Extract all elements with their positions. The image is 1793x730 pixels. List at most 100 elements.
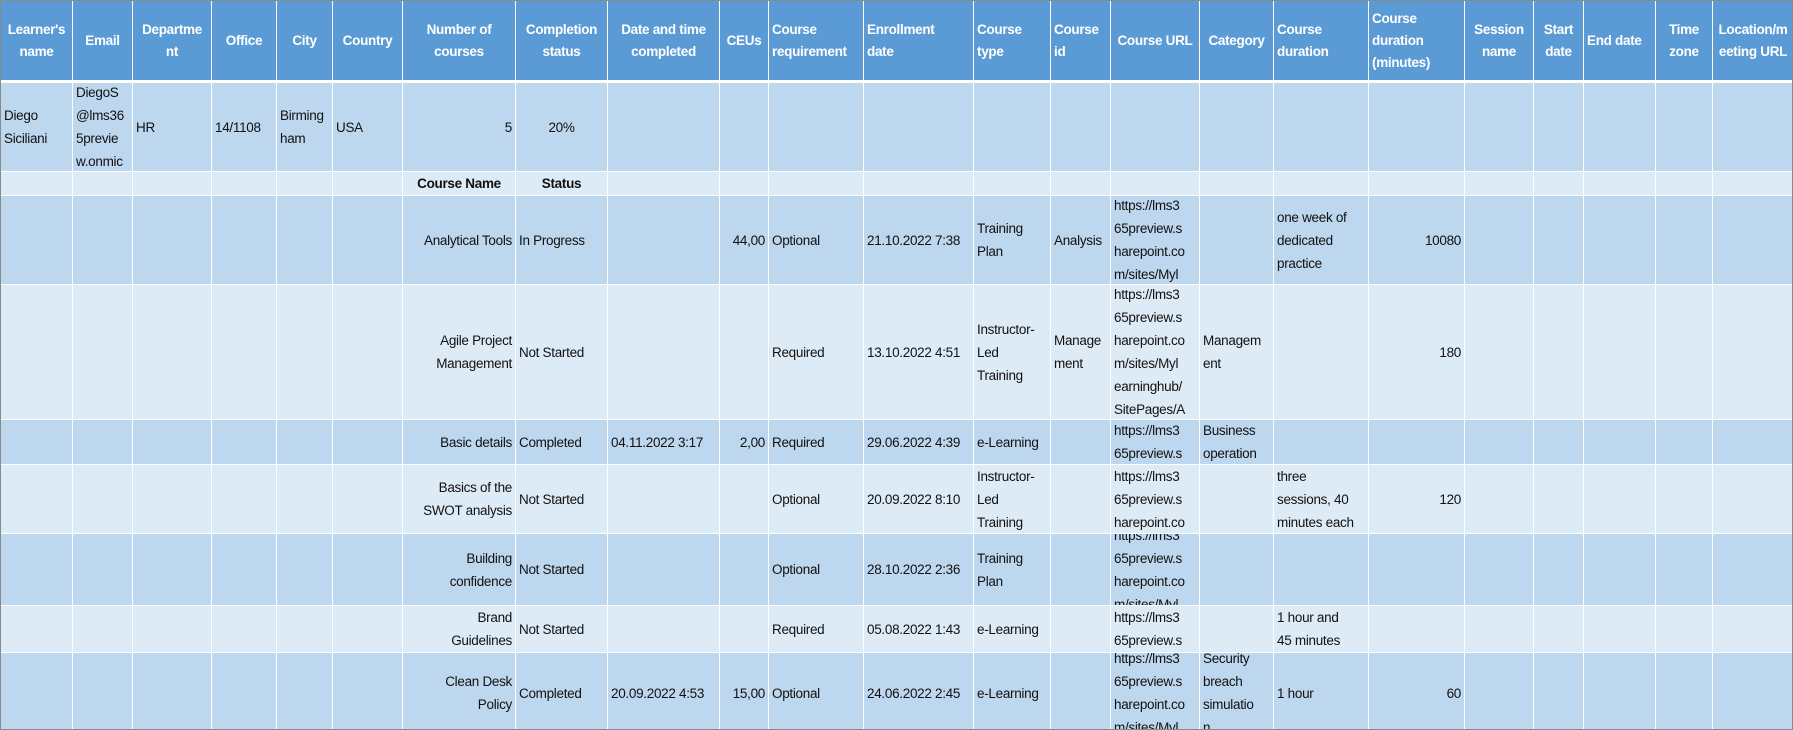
subheader-cell: [608, 172, 719, 195]
course-cell: Basics of the SWOT analysis: [403, 465, 515, 533]
column-header: CEUs: [720, 1, 768, 82]
course-cell: 29.06.2022 4:39: [864, 420, 973, 464]
course-cell: [277, 465, 332, 533]
column-header: Start date: [1534, 1, 1583, 82]
course-cell: 120: [1369, 465, 1464, 533]
subheader-cell: [133, 172, 211, 195]
subheader-cell: [720, 172, 768, 195]
course-cell: [1713, 420, 1792, 464]
course-cell: [1, 196, 72, 284]
column-header: Course URL: [1111, 1, 1199, 82]
course-cell: [333, 465, 402, 533]
course-cell: Instructor- Led Training: [974, 285, 1050, 419]
course-cell: [1051, 420, 1110, 464]
learner-cell: [974, 83, 1050, 171]
subheader-cell: [1656, 172, 1712, 195]
course-cell: [1656, 534, 1712, 605]
column-header: Email: [73, 1, 132, 82]
course-cell: [133, 196, 211, 284]
course-cell: [1, 534, 72, 605]
learner-cell: DiegoS @lms36 5previe w.onmic: [73, 83, 132, 171]
subheader-cell: [1274, 172, 1368, 195]
course-cell: [1051, 606, 1110, 652]
learner-cell: 20%: [516, 83, 607, 171]
course-cell: [1200, 606, 1273, 652]
course-cell: https://lms3 65preview.s harepoint.co m/…: [1111, 534, 1199, 605]
course-cell: [1274, 534, 1368, 605]
course-cell: [1465, 420, 1533, 464]
course-cell: Analysis: [1051, 196, 1110, 284]
learner-cell: [1111, 83, 1199, 171]
course-cell: In Progress: [516, 196, 607, 284]
course-cell: Clean Desk Policy: [403, 653, 515, 729]
course-cell: Building confidence: [403, 534, 515, 605]
course-cell: three sessions, 40 minutes each: [1274, 465, 1368, 533]
course-cell: 60: [1369, 653, 1464, 729]
course-cell: [1, 653, 72, 729]
learner-cell: [720, 83, 768, 171]
course-cell: Not Started: [516, 534, 607, 605]
course-cell: [1584, 606, 1655, 652]
course-cell: [277, 653, 332, 729]
course-cell: Manage ment: [1051, 285, 1110, 419]
course-cell: [133, 653, 211, 729]
course-cell: [212, 465, 276, 533]
course-cell: [1369, 606, 1464, 652]
course-cell: [1200, 196, 1273, 284]
learner-cell: [1713, 83, 1792, 171]
column-header: Office: [212, 1, 276, 82]
column-header: Location/m eeting URL: [1713, 1, 1792, 82]
column-header: Number of courses: [403, 1, 515, 82]
learner-cell: [1465, 83, 1533, 171]
course-cell: 1 hour: [1274, 653, 1368, 729]
course-cell: [1713, 606, 1792, 652]
course-cell: https://lms3 65preview.s: [1111, 606, 1199, 652]
course-cell: [1584, 465, 1655, 533]
course-cell: 180: [1369, 285, 1464, 419]
course-cell: Required: [769, 420, 863, 464]
column-header: City: [277, 1, 332, 82]
course-cell: [720, 465, 768, 533]
course-cell: 04.11.2022 3:17: [608, 420, 719, 464]
course-cell: 24.06.2022 2:45: [864, 653, 973, 729]
course-cell: [1584, 285, 1655, 419]
course-cell: [1656, 196, 1712, 284]
course-cell: Agile Project Management: [403, 285, 515, 419]
course-cell: Training Plan: [974, 534, 1050, 605]
column-header: Course id: [1051, 1, 1110, 82]
learner-cell: [1534, 83, 1583, 171]
course-cell: [608, 606, 719, 652]
course-cell: Optional: [769, 653, 863, 729]
course-cell: [1534, 606, 1583, 652]
course-cell: [1051, 653, 1110, 729]
course-cell: [1713, 653, 1792, 729]
learner-cell: HR: [133, 83, 211, 171]
course-cell: Brand Guidelines: [403, 606, 515, 652]
course-cell: 20.09.2022 4:53: [608, 653, 719, 729]
course-cell: Not Started: [516, 285, 607, 419]
course-cell: [1656, 465, 1712, 533]
course-cell: Instructor- Led Training: [974, 465, 1050, 533]
course-cell: [1051, 465, 1110, 533]
course-cell: Optional: [769, 534, 863, 605]
course-cell: [1, 420, 72, 464]
course-cell: [73, 606, 132, 652]
subheader-cell: [1, 172, 72, 195]
course-cell: 1 hour and 45 minutes: [1274, 606, 1368, 652]
course-cell: [333, 653, 402, 729]
course-cell: [1534, 420, 1583, 464]
column-header: Learner's name: [1, 1, 72, 82]
course-cell: [133, 534, 211, 605]
course-cell: e-Learning: [974, 420, 1050, 464]
course-cell: 15,00: [720, 653, 768, 729]
subheader-cell: [1051, 172, 1110, 195]
course-cell: [1369, 534, 1464, 605]
column-header: Country: [333, 1, 402, 82]
course-cell: 2,00: [720, 420, 768, 464]
course-cell: Managem ent: [1200, 285, 1273, 419]
course-cell: [1369, 420, 1464, 464]
subheader-course-name: Course Name: [403, 172, 515, 195]
course-cell: e-Learning: [974, 606, 1050, 652]
course-cell: [73, 285, 132, 419]
